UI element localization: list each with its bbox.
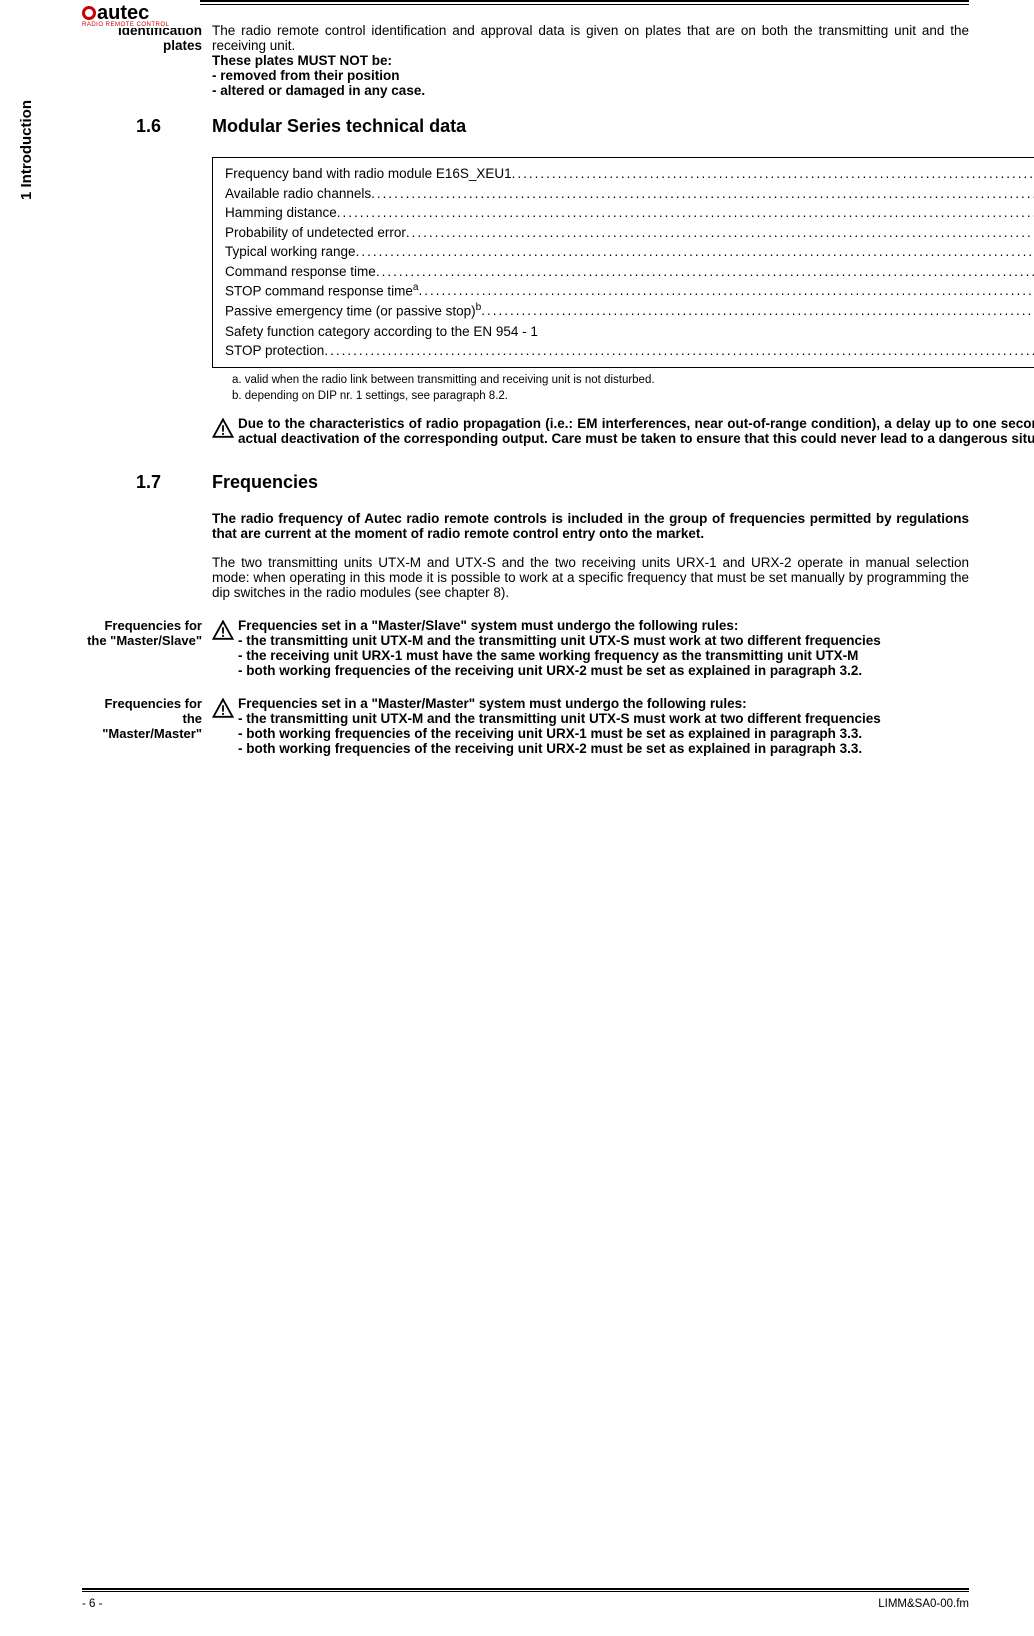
section-1-7-title: Frequencies <box>212 472 969 493</box>
tech-label: Frequency band with radio module E16S_XE… <box>225 164 512 184</box>
tech-label: Typical working range <box>225 242 356 262</box>
section-1-6-num: 1.6 <box>82 116 212 137</box>
tech-label: Passive emergency time (or passive stop)… <box>225 301 481 321</box>
ms-b1: - the transmitting unit UTX-M and the tr… <box>238 633 969 648</box>
tech-row: Command response time ~ 100 ms <box>225 262 1034 282</box>
tech-dots <box>481 301 1034 321</box>
warning-icon <box>212 698 234 721</box>
master-master-label: Frequencies for the "Master/Master" <box>82 696 212 756</box>
ms-b3: - both working frequencies of the receiv… <box>238 663 969 678</box>
tech-row: Frequency band with radio module E16S_XE… <box>225 164 1034 184</box>
footer-doc-id: LIMM&SA0-00.fm <box>878 1598 969 1610</box>
footer-page-num: - 6 - <box>82 1598 102 1610</box>
logo-name: autec <box>97 2 149 24</box>
id-plates-mustnot: These plates MUST NOT be: <box>212 53 392 68</box>
warning-icon <box>212 418 234 441</box>
ms-head: Frequencies set in a "Master/Slave" syst… <box>238 618 969 633</box>
tech-dots <box>337 203 1034 223</box>
section-1-6-title: Modular Series technical data <box>212 116 969 137</box>
tech-dots <box>418 281 1034 301</box>
header-rule-top <box>200 0 969 40</box>
mm-b1: - the transmitting unit UTX-M and the tr… <box>238 711 969 726</box>
tech-label: STOP command response timea <box>225 281 418 301</box>
id-plates-b2: - altered or damaged in any case. <box>212 83 425 98</box>
freq-para-row: The two transmitting units UTX-M and UTX… <box>82 555 969 600</box>
freq-intro-bold: The radio frequency of Autec radio remot… <box>212 511 969 541</box>
master-master-body: Frequencies set in a "Master/Master" sys… <box>212 696 969 756</box>
section-1-7-num: 1.7 <box>82 472 212 493</box>
tech-row: STOP command response timea ~ 100 ms <box>225 281 1034 301</box>
footnote-a: a. valid when the radio link between tra… <box>232 372 1034 388</box>
warning-1-6: Due to the characteristics of radio prop… <box>212 416 1034 446</box>
tech-dots <box>376 262 1034 282</box>
footer-rule-top <box>82 1588 969 1590</box>
freq-intro-bold-row: The radio frequency of Autec radio remot… <box>82 511 969 541</box>
footnote-b: b. depending on DIP nr. 1 settings, see … <box>232 388 1034 404</box>
ms-b2: - the receiving unit URX-1 must have the… <box>238 648 969 663</box>
tech-dots <box>356 242 1034 262</box>
master-master-row: Frequencies for the "Master/Master" Freq… <box>82 696 969 756</box>
tech-label: Hamming distance <box>225 203 337 223</box>
tech-row: Hamming distance ≥ 8 <box>225 203 1034 223</box>
master-slave-row: Frequencies for the "Master/Slave" Frequ… <box>82 618 969 678</box>
warning-1-6-text: Due to the characteristics of radio prop… <box>238 416 1034 446</box>
tech-label: Command response time <box>225 262 376 282</box>
tech-label: Safety function category according to th… <box>225 322 538 342</box>
warning-icon <box>212 620 234 643</box>
content: Identification plates The radio remote c… <box>82 5 969 756</box>
tech-row: STOP protection Cat. 3 <box>225 341 1034 361</box>
tech-dots <box>324 341 1034 361</box>
id-plates-b1: - removed from their position <box>212 68 400 83</box>
tech-footnotes: a. valid when the radio link between tra… <box>232 372 1034 404</box>
tech-table-row: Frequency band with radio module E16S_XE… <box>82 151 969 458</box>
master-slave-body: Frequencies set in a "Master/Slave" syst… <box>212 618 969 678</box>
tech-row: Passive emergency time (or passive stop)… <box>225 301 1034 321</box>
tech-row: Probability of undetected error <10 exp-… <box>225 223 1034 243</box>
tech-label: Probability of undetected error <box>225 223 406 243</box>
section-1-6-header: 1.6 Modular Series technical data <box>82 116 969 137</box>
tech-label: Available radio channels <box>225 184 371 204</box>
tech-dots <box>512 164 1034 184</box>
mm-b3: - both working frequencies of the receiv… <box>238 741 969 756</box>
footer: - 6 - LIMM&SA0-00.fm <box>82 1591 969 1610</box>
master-slave-content: Frequencies set in a "Master/Slave" syst… <box>238 618 969 678</box>
logo-subtitle: RADIO REMOTE CONTROL <box>82 22 194 28</box>
tech-data-table: Frequency band with radio module E16S_XE… <box>212 157 1034 368</box>
master-slave-label: Frequencies for the "Master/Slave" <box>82 618 212 678</box>
tech-dots <box>371 184 1034 204</box>
side-chapter-label: 1 Introduction <box>18 100 35 200</box>
master-master-content: Frequencies set in a "Master/Master" sys… <box>238 696 969 756</box>
section-1-7-header: 1.7 Frequencies <box>82 472 969 493</box>
mm-b2: - both working frequencies of the receiv… <box>238 726 969 741</box>
mm-head: Frequencies set in a "Master/Master" sys… <box>238 696 969 711</box>
logo: autec RADIO REMOTE CONTROL <box>82 2 194 28</box>
freq-para: The two transmitting units UTX-M and UTX… <box>212 555 969 600</box>
tech-label: STOP protection <box>225 341 324 361</box>
page: autec RADIO REMOTE CONTROL 1 Introductio… <box>0 0 1034 1636</box>
tech-row: Safety function category according to th… <box>225 322 1034 342</box>
id-plates-label: Identification plates <box>82 23 212 98</box>
tech-row: Typical working range 330 ft [100 m] <box>225 242 1034 262</box>
tech-row: Available radio channels 32 <box>225 184 1034 204</box>
tech-dots <box>406 223 1034 243</box>
